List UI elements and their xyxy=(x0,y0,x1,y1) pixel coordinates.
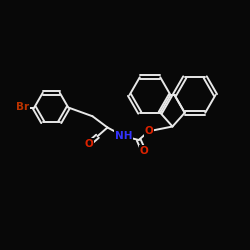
Text: O: O xyxy=(144,126,153,136)
Text: O: O xyxy=(84,139,93,149)
Text: O: O xyxy=(140,146,148,156)
Text: Br: Br xyxy=(16,102,29,113)
Text: NH: NH xyxy=(115,131,132,141)
